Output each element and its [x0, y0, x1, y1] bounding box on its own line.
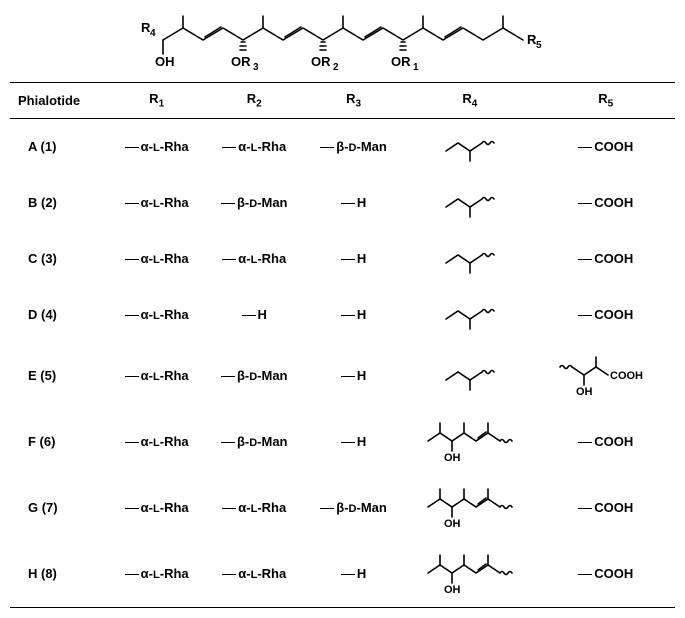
- table-row: A (1)α-L-Rhaα-L-Rhaβ-D-ManCOOH: [10, 118, 675, 175]
- row-name: F (6): [10, 409, 109, 475]
- cell-r1: α-L-Rha: [109, 343, 205, 409]
- substituent-table: Phialotide R1 R2 R3 R4 R5 A (1)α-L-Rhaα-…: [10, 82, 675, 608]
- row-name: A (1): [10, 118, 109, 175]
- svg-text:5: 5: [536, 40, 542, 51]
- cell-r5: COOH: [536, 409, 675, 475]
- row-name: C (3): [10, 231, 109, 287]
- svg-text:4: 4: [150, 28, 156, 39]
- cell-r3: H: [304, 541, 403, 608]
- cell-r4: [403, 231, 536, 287]
- label-or2: OR: [311, 54, 331, 69]
- cell-r5: COOH: [536, 541, 675, 608]
- svg-text:1: 1: [413, 62, 419, 72]
- cell-r2: α-L-Rha: [205, 231, 304, 287]
- svg-text:2: 2: [333, 62, 339, 72]
- table-row: B (2)α-L-Rhaβ-D-ManH COOH: [10, 175, 675, 231]
- cell-r5: COOH: [536, 231, 675, 287]
- cell-r3: H: [304, 175, 403, 231]
- svg-text:3: 3: [253, 62, 259, 72]
- cell-r1: α-L-Rha: [109, 231, 205, 287]
- row-name: B (2): [10, 175, 109, 231]
- cell-r4: [403, 541, 536, 608]
- cell-r1: α-L-Rha: [109, 118, 205, 175]
- table-header-row: Phialotide R1 R2 R3 R4 R5: [10, 83, 675, 119]
- cell-r1: α-L-Rha: [109, 409, 205, 475]
- cell-r2: H: [205, 287, 304, 343]
- cell-r1: α-L-Rha: [109, 175, 205, 231]
- cell-r3: H: [304, 409, 403, 475]
- col-r4: R4: [403, 83, 536, 119]
- col-r1: R1: [109, 83, 205, 119]
- cell-r4: [403, 409, 536, 475]
- cell-r4: [403, 343, 536, 409]
- cell-r3: H: [304, 231, 403, 287]
- table-row: E (5)α-L-Rhaβ-D-ManH: [10, 343, 675, 409]
- cell-r2: α-L-Rha: [205, 541, 304, 608]
- chemical-backbone: R4 OH OR3 OR2 OR1 R5: [10, 10, 675, 72]
- cell-r2: β-D-Man: [205, 175, 304, 231]
- cell-r3: H: [304, 287, 403, 343]
- col-r3: R3: [304, 83, 403, 119]
- cell-r3: β-D-Man: [304, 118, 403, 175]
- cell-r3: H: [304, 343, 403, 409]
- cell-r4: [403, 175, 536, 231]
- table-row: D (4)α-L-RhaHHCOOH: [10, 287, 675, 343]
- cell-r5: COOH: [536, 287, 675, 343]
- cell-r4: [403, 287, 536, 343]
- label-or3: OR: [231, 54, 251, 69]
- cell-r1: α-L-Rha: [109, 541, 205, 608]
- table-row: H (8)α-L-Rhaα-L-RhaHCOOH: [10, 541, 675, 608]
- label-oh: OH: [155, 54, 175, 69]
- cell-r5: COOH: [536, 175, 675, 231]
- row-name: D (4): [10, 287, 109, 343]
- cell-r5: [536, 343, 675, 409]
- row-name: H (8): [10, 541, 109, 608]
- cell-r1: α-L-Rha: [109, 287, 205, 343]
- cell-r4: [403, 118, 536, 175]
- col-phialotide: Phialotide: [10, 83, 109, 119]
- col-r5: R5: [536, 83, 675, 119]
- col-r2: R2: [205, 83, 304, 119]
- cell-r5: COOH: [536, 118, 675, 175]
- cell-r2: β-D-Man: [205, 343, 304, 409]
- table-row: F (6)α-L-Rhaβ-D-ManH COOH: [10, 409, 675, 475]
- row-name: E (5): [10, 343, 109, 409]
- table-row: C (3)α-L-Rhaα-L-RhaHCOOH: [10, 231, 675, 287]
- cell-r2: α-L-Rha: [205, 118, 304, 175]
- cell-r2: β-D-Man: [205, 409, 304, 475]
- label-or1: OR: [391, 54, 411, 69]
